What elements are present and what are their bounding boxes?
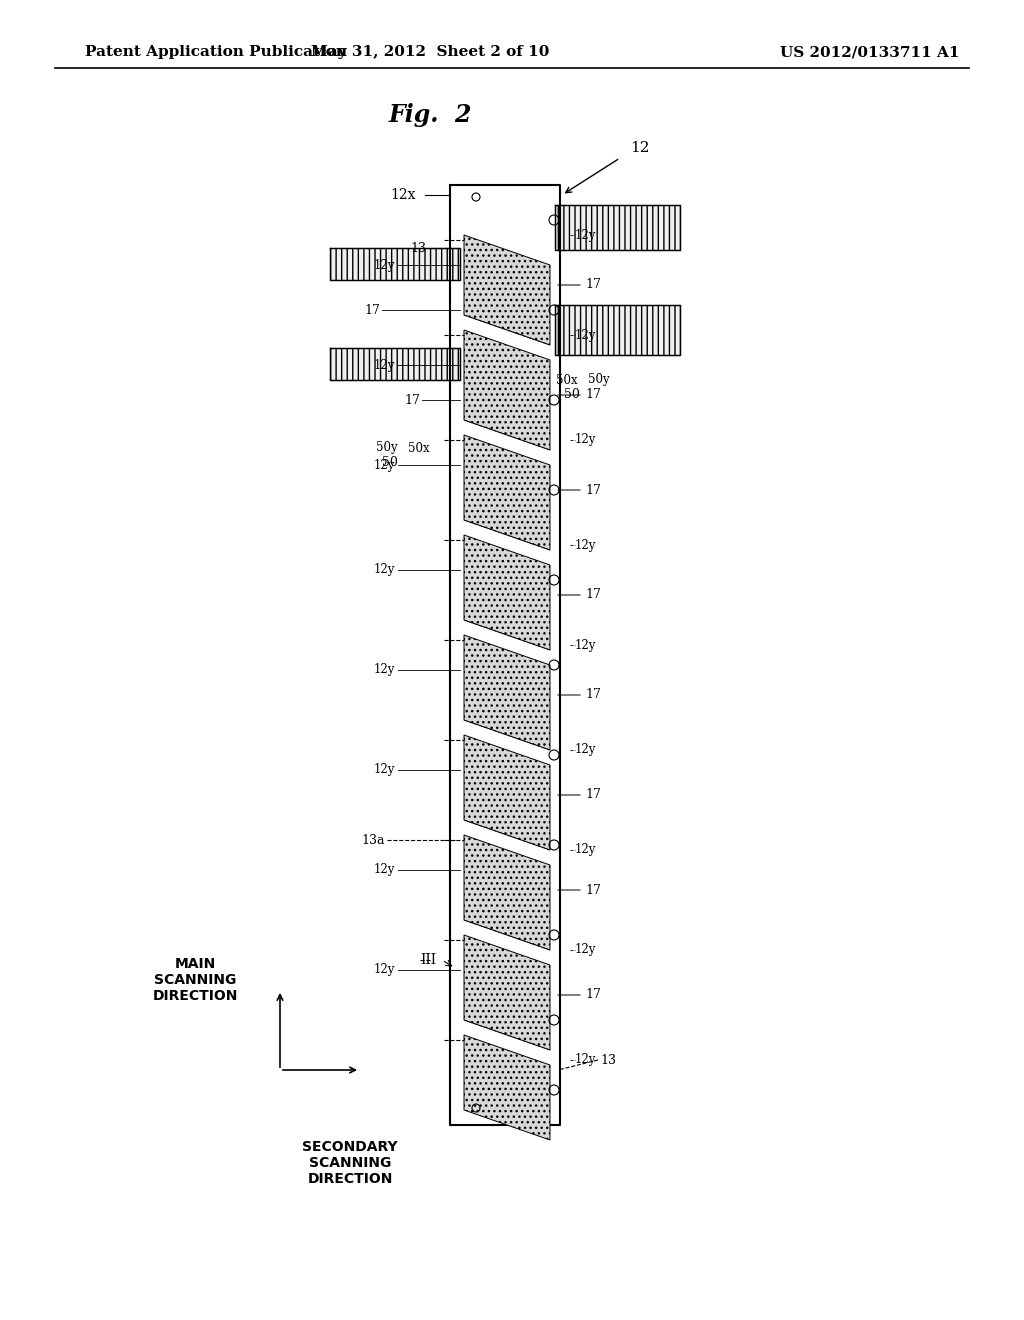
Polygon shape (464, 436, 550, 550)
Text: 12y: 12y (575, 639, 596, 652)
Text: SECONDARY
SCANNING
DIRECTION: SECONDARY SCANNING DIRECTION (302, 1140, 397, 1187)
Text: 12x: 12x (390, 187, 416, 202)
Bar (330, 248, 460, 280)
Text: 12y: 12y (575, 1053, 596, 1067)
Text: 12y: 12y (575, 843, 596, 857)
Polygon shape (464, 836, 550, 950)
Text: 50y: 50y (376, 441, 397, 454)
Text: 12y: 12y (374, 259, 395, 272)
Bar (330, 348, 460, 380)
Text: III: III (420, 953, 436, 968)
Polygon shape (464, 235, 550, 345)
Text: 50: 50 (564, 388, 580, 401)
Text: 13: 13 (410, 242, 426, 255)
Text: 17: 17 (365, 304, 380, 317)
Text: 17: 17 (585, 589, 601, 602)
Text: 12y: 12y (575, 228, 596, 242)
Text: MAIN
SCANNING
DIRECTION: MAIN SCANNING DIRECTION (153, 957, 238, 1003)
Text: 17: 17 (585, 388, 601, 401)
Text: 12y: 12y (374, 564, 395, 577)
Text: 13: 13 (600, 1053, 616, 1067)
Text: 17: 17 (585, 483, 601, 496)
Text: 13a: 13a (361, 833, 385, 846)
Text: 17: 17 (585, 989, 601, 1002)
Text: 17: 17 (404, 393, 420, 407)
Polygon shape (464, 535, 550, 649)
Text: 12y: 12y (374, 664, 395, 676)
Text: 12y: 12y (374, 863, 395, 876)
Text: 50x: 50x (408, 441, 430, 454)
Text: 12y: 12y (575, 329, 596, 342)
Polygon shape (464, 635, 550, 750)
Polygon shape (464, 1035, 550, 1140)
Text: 17: 17 (585, 279, 601, 292)
Text: 12y: 12y (575, 743, 596, 756)
Bar (555, 305, 680, 355)
Text: 12y: 12y (575, 433, 596, 446)
Text: 50: 50 (382, 455, 398, 469)
Text: 12y: 12y (374, 458, 395, 471)
Polygon shape (464, 735, 550, 850)
Text: 12y: 12y (374, 763, 395, 776)
Text: 12: 12 (630, 141, 649, 154)
Text: 12y: 12y (374, 964, 395, 977)
Text: Patent Application Publication: Patent Application Publication (85, 45, 347, 59)
Polygon shape (464, 935, 550, 1049)
Text: 50x: 50x (556, 374, 578, 387)
Text: 50y: 50y (588, 374, 609, 387)
Text: US 2012/0133711 A1: US 2012/0133711 A1 (780, 45, 959, 59)
Bar (555, 205, 680, 249)
Text: 17: 17 (585, 689, 601, 701)
Text: 17: 17 (585, 788, 601, 801)
Text: 17: 17 (585, 883, 601, 896)
Text: 12y: 12y (575, 539, 596, 552)
Text: 12y: 12y (374, 359, 395, 371)
Text: May 31, 2012  Sheet 2 of 10: May 31, 2012 Sheet 2 of 10 (311, 45, 549, 59)
Text: 12y: 12y (575, 944, 596, 957)
Text: Fig.  2: Fig. 2 (388, 103, 472, 127)
Polygon shape (464, 330, 550, 450)
